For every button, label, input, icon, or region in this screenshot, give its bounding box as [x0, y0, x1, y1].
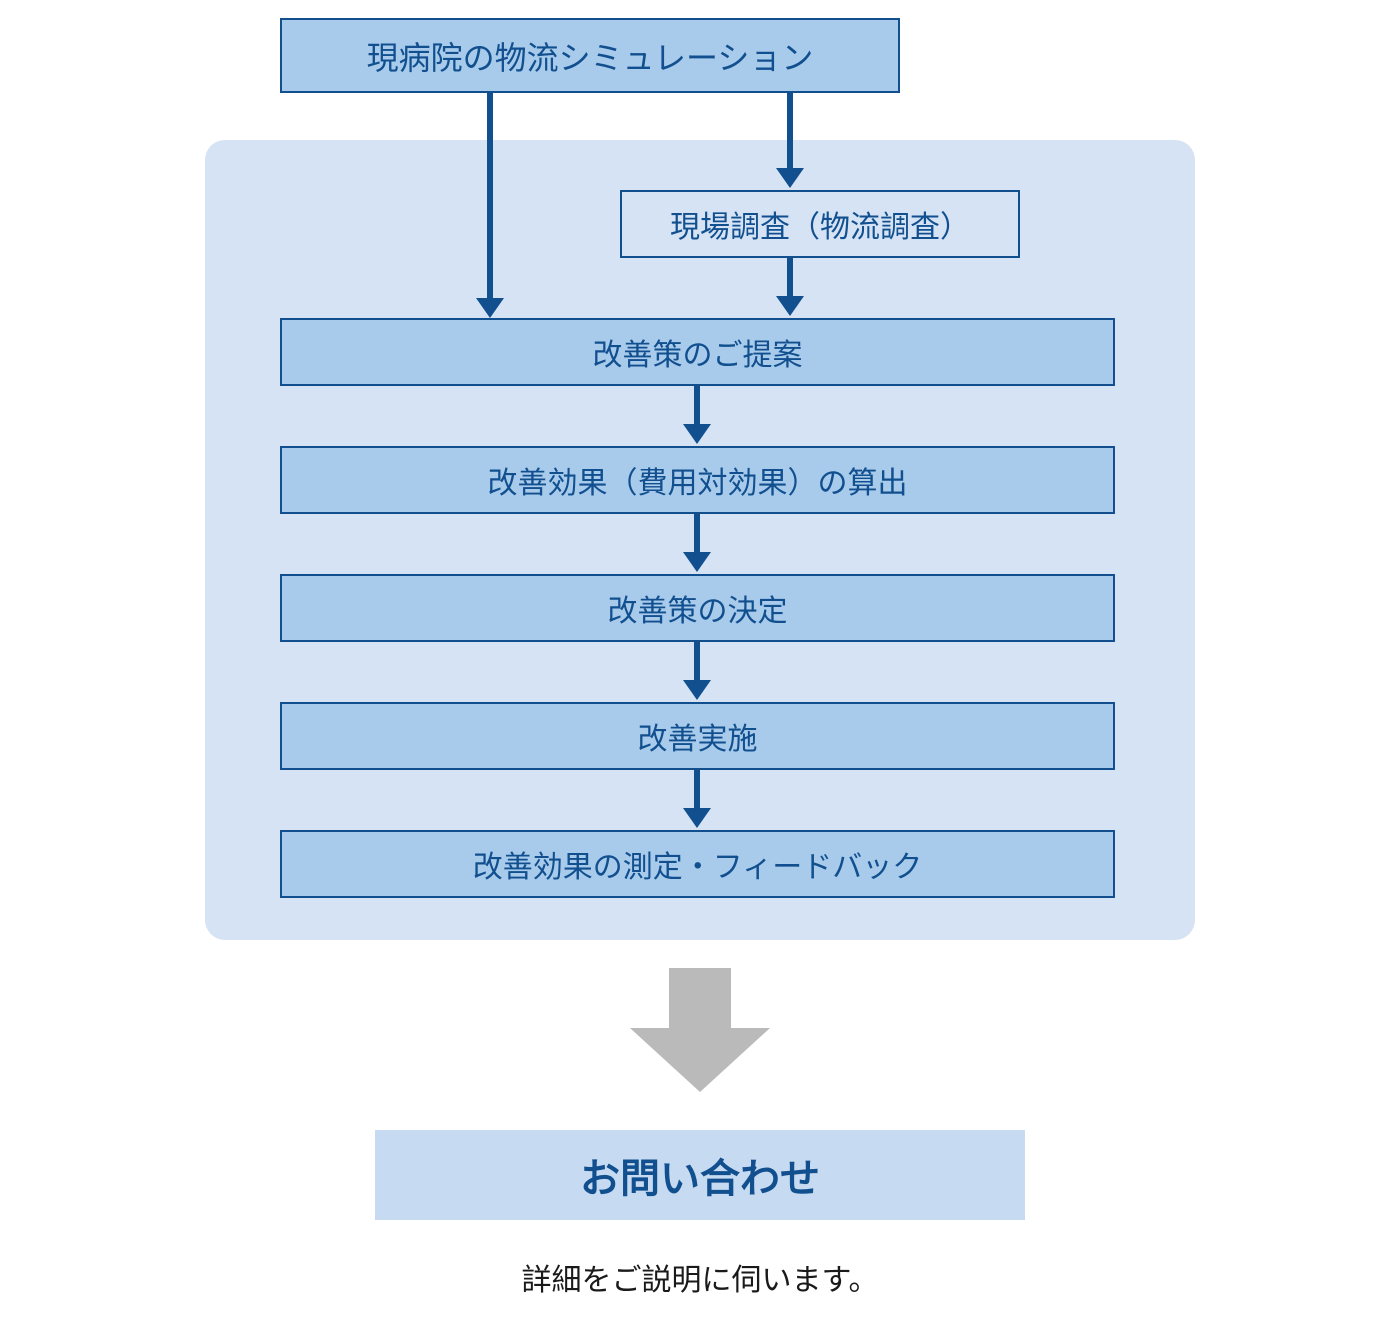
flow-node-n1: 現病院の物流シミュレーション — [280, 18, 900, 93]
footer-label: 詳細をご説明に伺います。 — [522, 1264, 879, 1297]
flow-arrow-a2 — [776, 93, 804, 188]
contact-label: お問い合わせ — [580, 1146, 820, 1204]
flow-node-n7: 改善効果の測定・フィードバック — [280, 830, 1115, 898]
down-arrow-icon — [630, 968, 770, 1092]
flow-arrow-a3 — [776, 258, 804, 316]
contact-box: お問い合わせ — [375, 1130, 1025, 1220]
flow-node-n3: 改善策のご提案 — [280, 318, 1115, 386]
flowchart-container: 現病院の物流シミュレーション現場調査（物流調査） 改善策のご提案改善効果（費用対効… — [0, 0, 1400, 1340]
flow-arrow-a6 — [683, 642, 711, 700]
flow-node-n5: 改善策の決定 — [280, 574, 1115, 642]
footer-text: 詳細をご説明に伺います。 — [0, 1255, 1400, 1299]
flow-node-n6: 改善実施 — [280, 702, 1115, 770]
flow-node-n4: 改善効果（費用対効果）の算出 — [280, 446, 1115, 514]
flow-arrow-a5 — [683, 514, 711, 572]
flow-arrow-a7 — [683, 770, 711, 828]
flow-arrow-a1 — [476, 93, 504, 318]
flow-arrow-a4 — [683, 386, 711, 444]
flow-node-n2: 現場調査（物流調査） — [620, 190, 1020, 258]
